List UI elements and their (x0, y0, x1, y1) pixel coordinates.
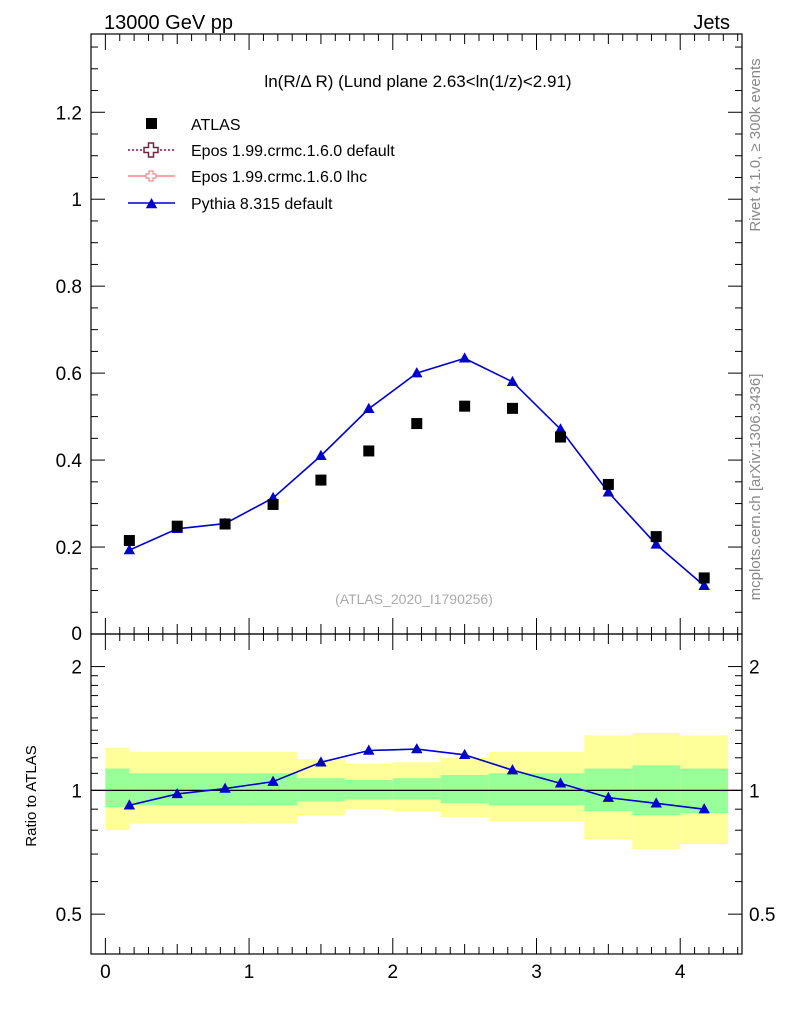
stat-band-bin (392, 778, 441, 800)
pythia-point (650, 538, 662, 549)
process-label: Jets (693, 12, 730, 34)
ratio-y-tick-label-right: 0.5 (749, 905, 775, 926)
mcplots-label: mcplots.cern.ch [arXiv:1306.3436] (747, 374, 764, 601)
x-tick-label: 1 (244, 962, 255, 983)
pythia-point (123, 544, 136, 555)
stat-band-bin (344, 779, 393, 800)
pythia-point (602, 486, 615, 497)
pythia-point (458, 352, 471, 363)
main-frame-rect (90, 33, 743, 635)
y-tick-label: 1 (71, 190, 82, 211)
pythia-ratio-point (458, 748, 471, 760)
ratio-y-tick-label: 2 (71, 658, 82, 679)
pythia-ratio-point (219, 782, 231, 793)
x-tick-label: 0 (100, 962, 111, 983)
atlas-point (267, 498, 279, 510)
ratio-series-layer (123, 743, 710, 814)
x-tick-label: 2 (387, 962, 398, 983)
y-tick-label: 0.4 (56, 451, 83, 472)
atlas-point (363, 445, 375, 457)
y-tick-label: 0.8 (56, 277, 82, 298)
pythia-point (363, 402, 375, 413)
atlas-point (219, 518, 231, 530)
atlas-point (459, 400, 471, 412)
x-tick-label: 3 (531, 962, 542, 983)
stat-band-bin (440, 774, 489, 804)
ratio-y-tick-label: 0.5 (56, 905, 82, 926)
atlas-point (650, 531, 662, 543)
legend-epos-lhc-marker (145, 170, 157, 182)
pythia-ratio-point (123, 799, 136, 810)
legend-entry-label: ATLAS (191, 117, 241, 134)
pythia-point (506, 375, 519, 387)
atlas-point (698, 572, 710, 584)
legend-atlas-marker (146, 118, 157, 129)
atlas-point (411, 418, 423, 430)
ratio-y-tick-label: 1 (71, 781, 82, 802)
pythia-ratio-point (411, 743, 423, 754)
ratio-y-tick-label-right: 1 (749, 781, 760, 802)
pythia-ratio-point (698, 803, 710, 814)
stat-band-bin (488, 773, 537, 806)
pythia-point (315, 449, 327, 460)
pythia-line (129, 357, 705, 587)
y-tick-label: 0.6 (56, 364, 82, 385)
atlas-point (602, 478, 614, 490)
pythia-ratio-point (315, 756, 327, 767)
main-axis-ticks (91, 34, 742, 635)
atlas-point (171, 520, 183, 532)
ratio-frame-rect (90, 633, 743, 955)
legend-entry-label: Epos 1.99.crmc.1.6.0 default (191, 143, 395, 160)
pythia-ratio-point (171, 787, 183, 799)
legend-entry-label: Epos 1.99.crmc.1.6.0 lhc (191, 169, 367, 186)
ratio-y-axis-label: Ratio to ATLAS (23, 745, 40, 846)
legend-entry-label: Pythia 8.315 default (191, 196, 333, 213)
y-tick-label-zero: 0 (71, 624, 82, 645)
atlas-point (506, 402, 518, 414)
atlas-point (123, 535, 135, 547)
ratio-axis-ticks (91, 634, 742, 954)
atlas-point (554, 431, 566, 443)
legend-pythia-marker (145, 198, 158, 209)
main-plot-frame (90, 33, 743, 635)
pythia-point (554, 423, 567, 434)
pythia-ratio-point (554, 777, 567, 788)
pythia-ratio-point (363, 744, 375, 755)
y-tick-label: 1.2 (56, 103, 82, 124)
atlas-point (315, 474, 327, 486)
pythia-ratio-point (506, 764, 519, 775)
stat-band-bin (105, 768, 130, 808)
pythia-ratio-point (650, 797, 662, 808)
energy-label: 13000 GeV pp (104, 12, 233, 34)
analysis-watermark: (ATLAS_2020_I1790256) (335, 591, 493, 607)
ratio-y-tick-label-right: 2 (749, 658, 760, 679)
main-axis-labels: 0.2 0.4 0.6 0.8 1 1.2 0 (56, 103, 83, 645)
plot-title: ln(R/Δ R) (Lund plane 2.63<ln(1/z)<2.91) (264, 72, 571, 91)
legend: ATLAS Epos 1.99.crmc.1.6.0 default Epos 1.… (128, 117, 395, 213)
rivet-version-label: Rivet 4.1.0, ≥ 300k events (747, 58, 764, 231)
y-tick-label: 0.2 (56, 538, 82, 559)
ratio-plot-frame (90, 633, 743, 955)
legend-epos-default-marker (143, 142, 159, 158)
pythia-ratio-point (602, 791, 615, 802)
pythia-point (411, 367, 423, 378)
ratio-axis-labels: 0 1 2 3 4 0.5 1 2 0.5 1 2 (56, 658, 776, 983)
pythia-ratio-point (267, 775, 279, 786)
main-series-layer (123, 352, 710, 590)
x-tick-label: 4 (675, 962, 686, 983)
pythia-point (698, 579, 710, 590)
